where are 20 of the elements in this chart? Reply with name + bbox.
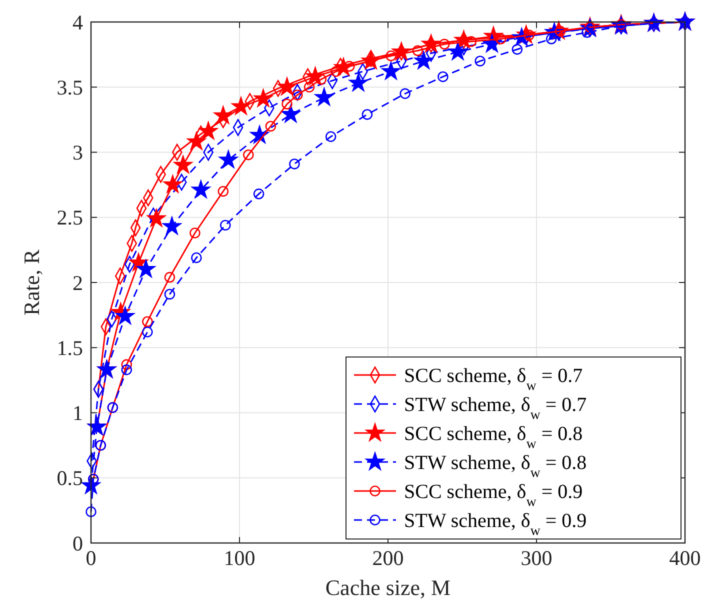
y-tick-label: 0.5: [56, 466, 83, 490]
legend-label: STW scheme, δ$_{w}$ = 0.7: [404, 394, 587, 422]
legend-label: SCC scheme, δ$_{w}$ = 0.9: [404, 481, 583, 510]
legend-label: SCC scheme, δ$_{w}$ = 0.7: [404, 365, 583, 394]
x-tick-label: 400: [669, 546, 701, 570]
legend-label: SCC scheme, δ$_{w}$ = 0.8: [404, 423, 583, 452]
y-tick-label: 1.5: [56, 336, 83, 360]
y-tick-label: 4: [72, 10, 84, 34]
x-axis-title: Cache size, M: [325, 575, 451, 600]
x-tick-label: 100: [224, 546, 256, 570]
x-tick-label: 200: [372, 546, 404, 570]
y-tick-label: 3: [72, 140, 83, 165]
y-axis-title: Rate, R: [19, 249, 44, 316]
y-tick-label: 2: [72, 270, 83, 295]
y-tick-label: 2.5: [56, 206, 83, 230]
x-tick-label: 300: [520, 546, 552, 570]
y-tick-label: 1: [72, 401, 83, 426]
legend-label: STW scheme, δ$_{w}$ = 0.9: [404, 510, 587, 538]
y-tick-label: 3.5: [56, 75, 83, 100]
legend-label: STW scheme, δ$_{w}$ = 0.8: [404, 452, 587, 480]
